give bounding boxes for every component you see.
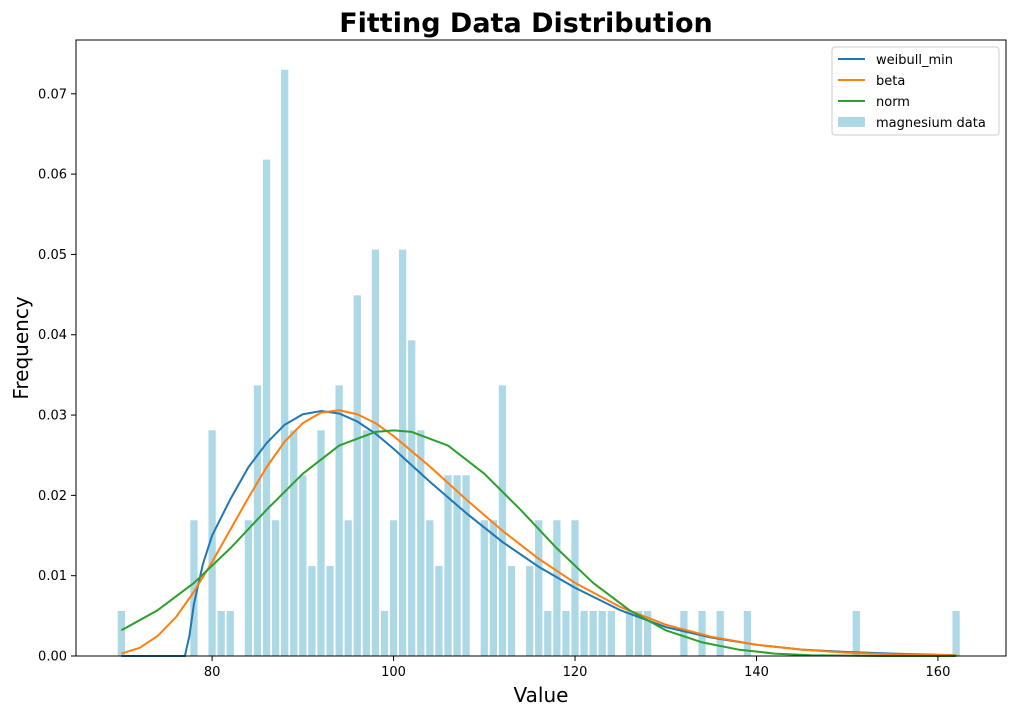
histogram-bar — [952, 611, 960, 656]
histogram-bar — [408, 340, 416, 656]
y-tick-label: 0.07 — [38, 87, 67, 102]
histogram-bar — [226, 611, 234, 656]
histogram-bar — [317, 430, 325, 656]
x-tick-label: 80 — [204, 665, 221, 680]
histogram-bar — [462, 475, 470, 656]
chart-title: Fitting Data Distribution — [339, 8, 713, 39]
plot-frame — [75, 39, 1007, 657]
histogram-bar — [271, 520, 280, 656]
histogram-bar — [344, 520, 352, 656]
y-tick-label: 0.02 — [38, 489, 67, 504]
histogram-bar — [335, 385, 343, 656]
histogram-bar — [680, 611, 688, 656]
histogram-bar — [526, 566, 534, 656]
histogram-bar — [553, 520, 561, 656]
y-tick-label: 0.01 — [38, 569, 67, 584]
histogram-bar — [217, 611, 225, 656]
legend-entry-beta: beta — [876, 74, 905, 89]
histogram-bar — [426, 520, 434, 656]
y-tick-label: 0.06 — [38, 168, 67, 183]
histogram-bars — [117, 69, 960, 657]
x-tick-label: 120 — [563, 665, 588, 680]
y-axis-label: Frequency — [9, 296, 33, 399]
histogram-bar — [262, 159, 271, 656]
histogram-bar — [498, 385, 507, 656]
histogram-bar — [634, 611, 643, 656]
y-tick-label: 0.00 — [38, 650, 67, 665]
legend-entry-norm: norm — [876, 95, 910, 110]
y-tick-label: 0.05 — [38, 248, 67, 263]
histogram-bar — [299, 475, 307, 656]
histogram-bar — [444, 475, 452, 656]
histogram-bar — [190, 520, 198, 656]
x-tick-label: 160 — [926, 665, 951, 680]
legend-box — [831, 46, 1000, 136]
fit-curves — [120, 409, 957, 657]
histogram-bar — [417, 430, 425, 656]
histogram-bar — [507, 566, 516, 656]
histogram-bar — [480, 520, 488, 656]
axes: 80 100 120 140 160 0.00 0.01 0.02 0.03 0.04 0.05 0.… — [38, 39, 1007, 680]
x-tick-label: 100 — [381, 665, 406, 680]
histogram-bar — [371, 249, 380, 656]
legend-entry-weibull-min: weibull_min — [876, 53, 953, 68]
histogram-bar — [208, 430, 216, 656]
histogram-bar — [852, 611, 860, 656]
histogram-bar — [743, 611, 752, 656]
histogram-bar — [281, 69, 289, 657]
histogram-bar — [389, 520, 398, 656]
legend-swatch — [838, 117, 865, 127]
histogram-bar — [362, 430, 370, 656]
y-tick-label: 0.04 — [38, 328, 67, 343]
histogram-bar — [625, 611, 634, 656]
x-tick-label: 140 — [744, 665, 769, 680]
histogram-bar — [535, 520, 543, 656]
histogram-bar — [290, 430, 298, 656]
fit-line-weibull-min — [121, 410, 957, 657]
histogram-bar — [326, 566, 334, 656]
x-axis-label: Value — [514, 683, 569, 707]
histogram-bar — [716, 611, 724, 656]
histogram-bar — [544, 611, 552, 656]
histogram-bar — [353, 295, 361, 656]
histogram-bar — [399, 249, 407, 656]
fit-line-norm — [120, 429, 957, 657]
histogram-bar — [562, 611, 570, 656]
histogram-bar — [380, 611, 389, 656]
histogram-bar — [244, 520, 253, 656]
y-tick-label: 0.03 — [38, 409, 67, 424]
histogram-bar — [607, 611, 615, 656]
histogram-bar — [489, 520, 497, 656]
histogram-bar — [580, 611, 588, 656]
histogram-bar — [598, 611, 606, 656]
histogram-bar — [435, 566, 443, 656]
histogram-bar — [589, 611, 597, 656]
legend-entry-magnesium-data: magnesium data — [876, 116, 986, 131]
histogram-bar — [308, 566, 316, 656]
histogram-bar — [643, 611, 652, 656]
histogram-bar — [453, 475, 461, 656]
histogram-bar — [117, 611, 125, 656]
